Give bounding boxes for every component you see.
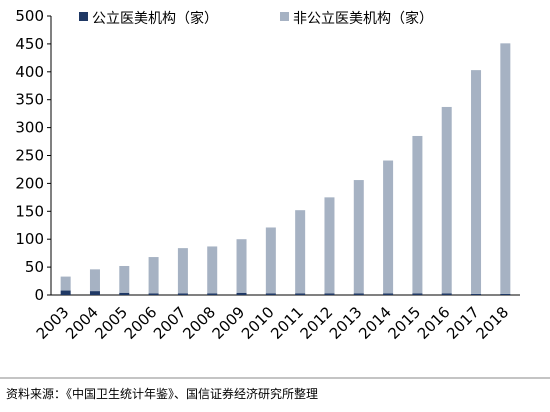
bar-public — [471, 293, 482, 295]
bar-private — [148, 257, 159, 294]
bar-private — [383, 160, 394, 294]
y-tick-label: 300 — [15, 119, 44, 137]
bar-private — [353, 180, 364, 294]
legend-swatch-public — [79, 12, 88, 21]
legend: 公立医美机构（家） 非公立医美机构（家） — [79, 10, 433, 27]
x-tick-label: 2005 — [91, 303, 131, 343]
x-tick-label: 2012 — [297, 303, 337, 343]
bar-public — [177, 293, 188, 295]
x-tick-label: 2003 — [33, 303, 73, 343]
bar-public — [265, 293, 276, 295]
source-note: 资料来源：《中国卫生统计年鉴》、国信证券经济研究所整理 — [6, 386, 318, 401]
bar-private — [295, 210, 306, 294]
x-tick-label: 2013 — [326, 303, 366, 343]
x-tick-label: 2006 — [121, 303, 161, 343]
y-tick-label: 350 — [15, 91, 44, 109]
bar-public — [412, 293, 423, 295]
bar-public — [148, 293, 159, 295]
x-tick-label: 2009 — [209, 303, 249, 343]
bar-private — [412, 135, 423, 294]
bar-private — [177, 248, 188, 294]
bar-private — [236, 239, 247, 293]
y-tick-label: 250 — [15, 147, 44, 165]
bar-public — [295, 293, 306, 295]
y-tick-label: 150 — [15, 202, 44, 220]
bar-private — [265, 227, 276, 294]
x-tick-label: 2014 — [355, 303, 395, 343]
legend-label-private: 非公立医美机构（家） — [293, 10, 433, 27]
legend-label-public: 公立医美机构（家） — [92, 10, 218, 27]
bar-private — [119, 265, 130, 293]
y-tick-label: 500 — [15, 7, 44, 25]
bar-public — [60, 290, 71, 295]
bar-public — [89, 291, 100, 295]
bar-private — [500, 43, 511, 294]
bar-private — [207, 246, 218, 294]
x-tick-label: 2010 — [238, 303, 278, 343]
bars — [60, 43, 511, 295]
bar-public — [207, 293, 218, 295]
y-tick-label: 0 — [34, 286, 44, 304]
legend-swatch-private — [280, 12, 289, 21]
x-tick-label: 2017 — [443, 303, 483, 343]
x-tick-label: 2007 — [150, 303, 190, 343]
bar-public — [324, 293, 335, 295]
bar-private — [441, 106, 452, 294]
x-tick-label: 2008 — [179, 303, 219, 343]
y-tick-label: 400 — [15, 63, 44, 81]
x-tick-label: 2015 — [385, 303, 425, 343]
bar-public — [236, 292, 247, 295]
bar-private — [89, 269, 100, 292]
bar-private — [471, 70, 482, 294]
y-tick-label: 450 — [15, 35, 44, 53]
y-tick-label: 100 — [15, 230, 44, 248]
x-tick-label: 2011 — [267, 303, 307, 343]
bar-public — [353, 293, 364, 295]
x-tick-label: 2018 — [472, 303, 512, 343]
bar-public — [119, 292, 130, 295]
bar-public — [500, 293, 511, 295]
tick-labels: 0501001502002503003504004505002003200420… — [15, 7, 512, 343]
x-tick-label: 2016 — [414, 303, 454, 343]
bar-public — [441, 293, 452, 295]
y-tick-label: 50 — [25, 258, 44, 276]
bar-private — [60, 276, 71, 291]
bar-private — [324, 197, 335, 294]
bar-public — [383, 293, 394, 295]
x-tick-label: 2004 — [62, 303, 102, 343]
y-tick-label: 200 — [15, 174, 44, 192]
